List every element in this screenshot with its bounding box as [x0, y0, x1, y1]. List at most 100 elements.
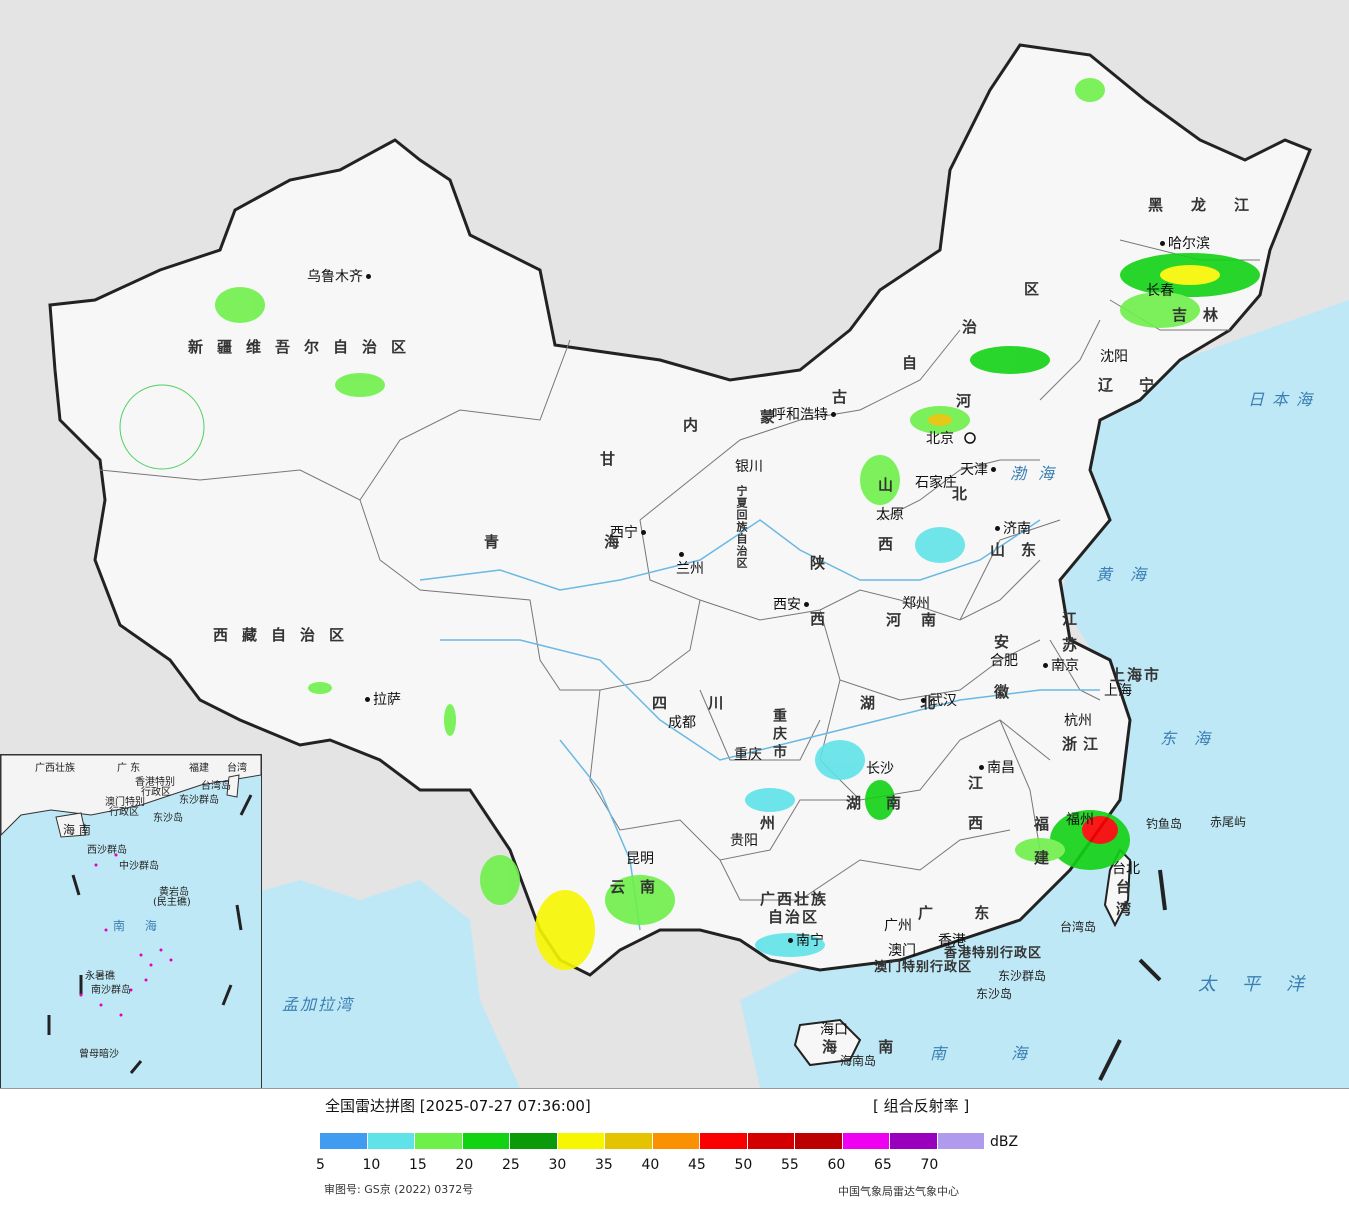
province-label-xinjiang: 新疆维吾尔自治区	[188, 338, 421, 356]
city-marker	[991, 466, 996, 472]
sea-japan: 日本海	[1248, 390, 1321, 409]
city-xining[interactable]: 西宁	[610, 526, 649, 540]
city-jinan[interactable]: 济南	[992, 522, 1031, 536]
city-lhasa[interactable]: 拉萨	[362, 693, 401, 707]
province-label-neimenggu-3: 古	[832, 388, 862, 406]
scale-unit: dBZ	[990, 1134, 1019, 1150]
city-nanchang[interactable]: 南昌	[976, 761, 1015, 775]
city-nanjing[interactable]: 南京	[1040, 659, 1079, 673]
scale-tick-label: 10	[362, 1157, 381, 1173]
scale-tick-label: 55	[781, 1157, 799, 1173]
city-taiyuan[interactable]: 太原	[876, 507, 904, 523]
bay-of-bengal-area	[230, 880, 520, 1088]
city-lanzhou[interactable]: 兰州	[676, 548, 704, 576]
product-name: [ 组合反射率 ]	[873, 1097, 970, 1115]
city-taipei[interactable]: 台北	[1112, 861, 1140, 877]
inset-label-hainan: 海 南	[63, 823, 91, 837]
island-taiwan: 台湾岛	[1060, 920, 1097, 934]
province-label-shaanxi-2: 西	[810, 610, 840, 628]
city-guangzhou[interactable]: 广州	[884, 918, 912, 934]
island-dongsha-group: 东沙群岛	[998, 969, 1047, 983]
city-hohhot[interactable]: 呼和浩特	[772, 408, 839, 422]
china-outline	[48, 43, 1312, 977]
province-label-guangxi-1: 广西壮族	[760, 890, 829, 908]
sea-yellow: 黄海	[1096, 565, 1165, 584]
scale-tick-label: 40	[641, 1157, 660, 1173]
city-shanghai[interactable]: 上海	[1104, 683, 1132, 699]
inset-canvas	[1, 755, 261, 1074]
east-sea-area	[740, 330, 1349, 1088]
inset-label-guangxi: 广西壮族	[35, 763, 75, 774]
city-changchun[interactable]: 长春	[1146, 283, 1174, 299]
sea-bengal: 孟加拉湾	[282, 995, 355, 1014]
inset-label-taiwan: 台湾	[227, 763, 247, 774]
city-hangzhou[interactable]: 杭州	[1064, 713, 1092, 729]
data-source: 中国气象局雷达气象中心	[838, 1185, 959, 1198]
city-chengdu[interactable]: 成都	[668, 715, 696, 731]
city-harbin[interactable]: 哈尔滨	[1157, 237, 1210, 251]
inset-label-hk2: 行政区	[141, 787, 171, 798]
city-haikou[interactable]: 海口	[820, 1022, 848, 1038]
province-borders	[99, 239, 1260, 901]
inset-label-huangyan2: (民主礁)	[153, 897, 191, 908]
city-zhengzhou[interactable]: 郑州	[902, 596, 930, 612]
province-label-qinghai: 青 海	[484, 533, 670, 551]
city-yinchuan[interactable]: 银川	[735, 459, 763, 475]
island-dongsha: 东沙岛	[976, 987, 1013, 1001]
city-hefei[interactable]: 合肥	[990, 653, 1018, 669]
scale-swatch	[842, 1133, 890, 1149]
scale-tick-label: 65	[874, 1157, 892, 1173]
city-tianjin[interactable]: 天津	[960, 463, 999, 477]
city-chongqing[interactable]: 重庆	[734, 747, 762, 763]
province-label-yunnan-2: 南	[640, 878, 670, 896]
province-label-jiangsu-2: 苏	[1062, 636, 1092, 654]
scale-tick-label: 50	[734, 1157, 753, 1173]
city-fuzhou[interactable]: 福州	[1066, 812, 1094, 828]
scale-swatch	[462, 1133, 510, 1149]
scale-tick-label: 35	[595, 1157, 613, 1173]
map-canvas	[48, 43, 1349, 1088]
city-changsha[interactable]: 长沙	[866, 761, 894, 777]
city-shenyang[interactable]: 沈阳	[1100, 349, 1128, 365]
map-approval-number: 审图号: GS京 (2022) 0372号	[324, 1183, 474, 1196]
scale-tick-label: 60	[827, 1157, 846, 1173]
radar-map[interactable]: 新疆维吾尔自治区 西藏自治区 青 海 甘 内 蒙 古 自 治 区 黑龙江 吉林 …	[0, 0, 1349, 1088]
boundary-dashes	[1098, 869, 1167, 1081]
scale-swatch	[747, 1133, 795, 1149]
province-label-zhejiang: 浙江	[1062, 735, 1105, 753]
province-label-jilin: 吉林	[1172, 306, 1235, 324]
city-guiyang[interactable]: 贵阳	[730, 833, 758, 849]
city-marker	[921, 697, 926, 703]
province-label-hongkong: 香港特别行政区	[944, 946, 1043, 961]
city-wuhan[interactable]: 武汉	[918, 694, 957, 708]
city-urumqi[interactable]: 乌鲁木齐	[307, 270, 374, 284]
city-marker	[679, 551, 684, 557]
province-label-hunan-1: 湖	[846, 794, 876, 812]
inset-label-hk: 香港特别	[135, 777, 175, 788]
city-hongkong[interactable]: 香港	[938, 933, 966, 949]
inset-label-xisha: 西沙群岛	[87, 845, 127, 856]
south-china-sea-inset[interactable]: 广西壮族 广 东 福建 台湾 香港特别 行政区 澳门特别 行政区 台湾岛 东沙群…	[0, 754, 262, 1088]
inset-label-dongsha: 东沙群岛	[179, 795, 219, 806]
city-macau[interactable]: 澳门	[888, 943, 916, 959]
scale-tick-label: 70	[920, 1157, 939, 1173]
scale-tick-label: 30	[548, 1157, 567, 1173]
province-label-neimenggu-2: 蒙	[760, 408, 790, 426]
city-beijing[interactable]: 北京	[926, 431, 954, 447]
inset-label-macau2: 行政区	[109, 807, 139, 818]
sea-bohai: 渤海	[1010, 464, 1067, 483]
inset-label-nansha: 南沙群岛	[91, 985, 131, 996]
inset-label-nanhai: 南 海	[113, 919, 165, 933]
scale-swatch	[510, 1133, 558, 1149]
city-marker	[804, 601, 809, 607]
province-label-guizhou: 州	[760, 814, 790, 832]
city-nanning[interactable]: 南宁	[785, 934, 824, 948]
province-label-hubei: 湖 北	[860, 694, 956, 712]
city-xian[interactable]: 西安	[773, 598, 812, 612]
island-diaoyu: 钓鱼岛	[1146, 817, 1183, 831]
city-marker	[831, 411, 836, 417]
city-shijiazhuang[interactable]: 石家庄	[915, 475, 957, 491]
city-kunming[interactable]: 昆明	[626, 851, 654, 867]
scale-swatch	[320, 1133, 368, 1149]
province-label-macau: 澳门特别行政区	[874, 960, 973, 975]
